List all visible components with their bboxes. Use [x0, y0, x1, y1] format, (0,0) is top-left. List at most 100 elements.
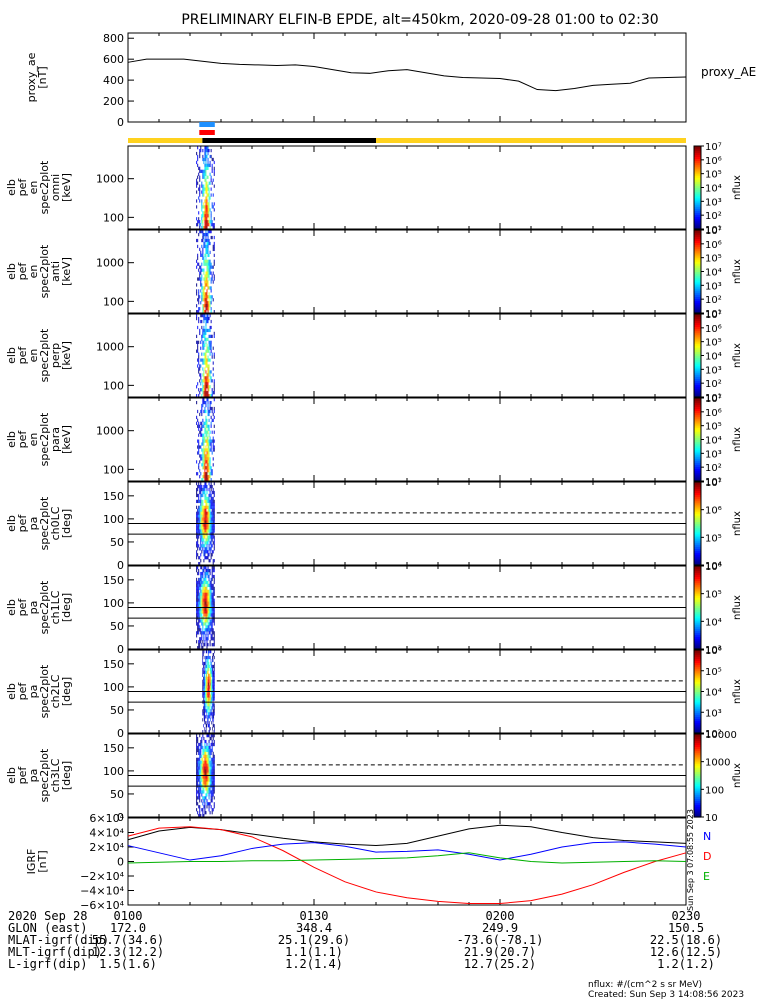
spectrogram-cell: [200, 283, 202, 287]
spectrogram-cell: [202, 310, 204, 314]
spectrogram-cell: [208, 505, 210, 509]
spectrogram-cell: [207, 658, 208, 663]
spectrogram-cell: [213, 398, 215, 402]
spectrogram-cell: [207, 655, 209, 660]
spectrogram-cell: [213, 634, 215, 638]
spectrogram-cell: [196, 493, 198, 498]
colorbar-swatch: [694, 162, 701, 166]
colorbar-swatch: [694, 488, 701, 491]
spectrogram-cell: [208, 574, 210, 579]
footer-row-value: 0230: [672, 909, 701, 923]
spectrogram-cell: [198, 577, 200, 582]
y-axis-label-line: pa: [27, 601, 40, 615]
spectrogram-cell: [210, 298, 212, 302]
spectrogram-cell: [213, 415, 215, 420]
spectrogram-cell: [211, 598, 213, 602]
spectrogram-cell: [213, 688, 215, 692]
spectrogram-cell: [205, 385, 207, 389]
spectrogram-cell: [213, 520, 215, 524]
colorbar-swatch: [694, 263, 701, 266]
spectrogram-cell: [206, 361, 208, 365]
spectrogram-cell: [208, 307, 210, 311]
y-axis-label-line: [nT]: [36, 850, 49, 872]
spectrogram-cell: [208, 514, 210, 518]
colorbar-swatch: [694, 204, 701, 207]
y-tick-label: 100: [103, 463, 124, 476]
spectrogram-cell: [207, 328, 209, 333]
spectrogram-cell: [203, 334, 205, 339]
spectrogram-cell: [203, 688, 204, 692]
spectrogram-cell: [207, 709, 208, 713]
spectrogram-cell: [211, 667, 212, 672]
spectrogram-cell: [205, 577, 207, 582]
footer-row-value: 25.1(29.6): [278, 933, 350, 947]
spectrogram-cell: [198, 544, 200, 548]
spectrogram-cell: [205, 190, 207, 194]
spectrogram-cell: [205, 187, 207, 191]
spectrogram-cell: [207, 655, 208, 660]
spectrogram-cell: [205, 694, 207, 698]
colorbar-swatch: [694, 340, 701, 344]
spectrogram-cell: [209, 550, 211, 554]
spectrogram-cell: [208, 253, 210, 257]
spectrogram-cell: [204, 745, 206, 750]
spectrogram-cell: [199, 772, 201, 776]
spectrogram-cell: [211, 697, 212, 701]
spectrogram-cell: [204, 544, 206, 548]
spectrogram-cell: [203, 523, 205, 527]
spectrogram-cell: [205, 301, 207, 305]
colorbar-frame: [693, 565, 702, 650]
spectrogram-cell: [212, 589, 214, 593]
spectrogram-cell: [204, 259, 206, 263]
spectrogram-cell: [208, 316, 210, 321]
spectrogram-cell: [210, 499, 212, 504]
spectrogram-cell: [209, 373, 211, 377]
spectrogram-cell: [207, 310, 209, 314]
spectrogram-cell: [203, 175, 205, 179]
spectrogram-cell: [211, 610, 213, 614]
spectrogram-cell: [196, 178, 198, 182]
spectrogram-cell: [207, 535, 209, 539]
spectrogram-cell: [204, 514, 206, 518]
footer-row-value: 1.2(1.4): [285, 957, 343, 971]
spectrogram-cell: [201, 646, 203, 650]
spectrogram-cell: [208, 775, 210, 779]
colorbar-swatch: [694, 214, 701, 218]
spectrogram-cell: [208, 230, 210, 234]
spectrogram-cell: [213, 391, 215, 395]
spectrogram-cell: [210, 625, 212, 629]
spectrogram-cell: [197, 487, 199, 492]
spectrogram-cell: [212, 535, 214, 539]
spectrogram-cell: [210, 487, 212, 492]
spectrogram-cell: [208, 259, 210, 263]
spectrogram-cell: [209, 196, 211, 200]
colorbar-tick-label: 10⁴: [705, 268, 722, 279]
spectrogram-cell: [198, 529, 200, 533]
spectrogram-cell: [210, 235, 212, 240]
spectrogram-cell: [212, 685, 213, 689]
spectrogram-cell: [199, 734, 201, 738]
spectrogram-cell: [211, 637, 213, 641]
spectrogram-cell: [205, 430, 207, 434]
spectrogram-cell: [203, 715, 205, 719]
spectrogram-cell: [206, 250, 208, 255]
colorbar-swatch: [694, 464, 701, 468]
spectrogram-cell: [209, 811, 211, 815]
spectrogram-cell: [204, 703, 206, 707]
spectrogram-cell: [208, 691, 210, 695]
colorbar-swatch: [694, 582, 701, 586]
spectrogram-cell: [205, 493, 207, 498]
spectrogram-cell: [205, 523, 207, 527]
colorbar-swatch: [694, 494, 701, 498]
spectrogram-cell: [199, 562, 201, 566]
spectrogram-cell: [201, 190, 203, 194]
spectrogram-cell: [203, 454, 205, 458]
y-axis-label-line: en: [27, 433, 40, 447]
spectrogram-cell: [206, 349, 208, 353]
colorbar-swatch: [694, 476, 701, 480]
spectrogram-cell: [209, 265, 211, 269]
spectrogram-cell: [196, 793, 198, 797]
colorbar-swatch: [694, 558, 701, 562]
colorbar-swatch: [694, 517, 701, 520]
spectrogram-cell: [198, 217, 200, 221]
